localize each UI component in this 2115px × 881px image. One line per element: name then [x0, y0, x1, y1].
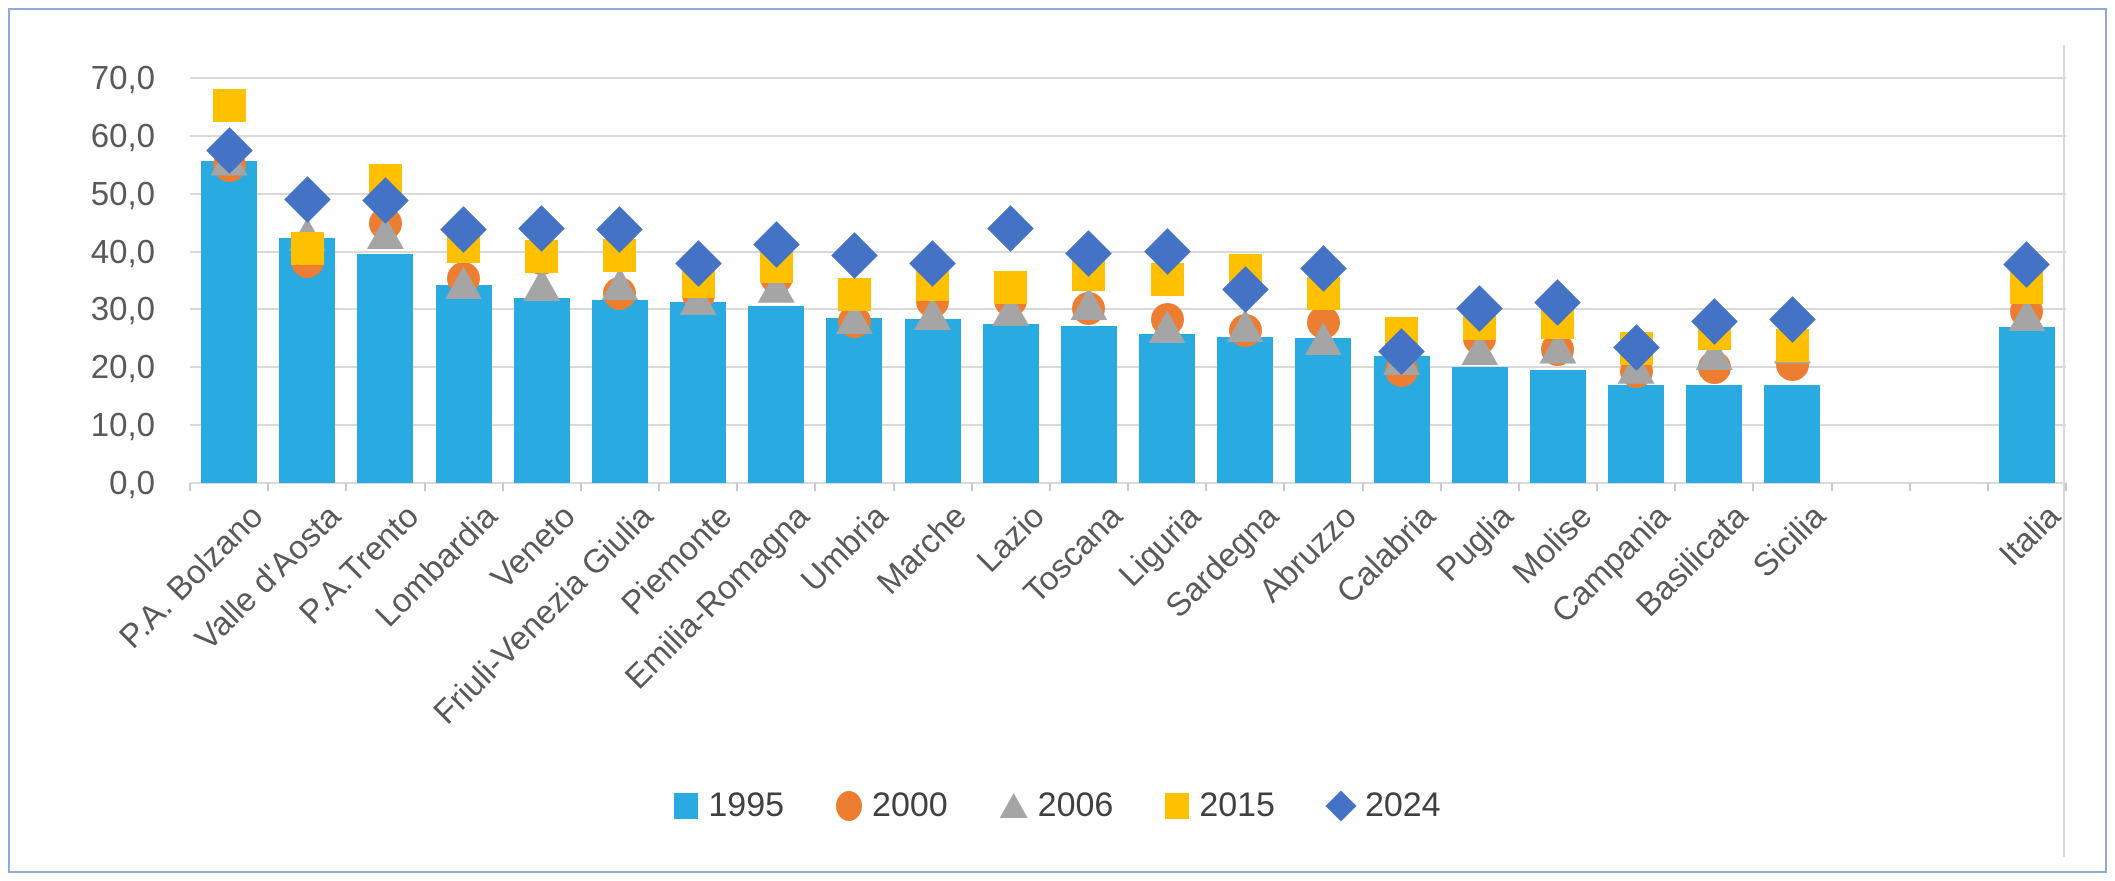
x-axis-tick	[658, 483, 660, 491]
x-axis-tick	[579, 483, 582, 491]
marker-square-2015	[837, 277, 871, 311]
legend: 1995 2000 2006 2015 2024	[0, 786, 2115, 825]
bar-1995	[1764, 384, 1821, 483]
x-axis-tick	[1596, 483, 1598, 491]
x-axis-tick	[1517, 483, 1520, 491]
x-axis-tick	[345, 483, 348, 491]
legend-triangle-icon	[999, 793, 1028, 818]
bar-1995	[435, 285, 492, 483]
x-axis-tick	[1127, 483, 1129, 491]
legend-label: 2024	[1364, 786, 1441, 824]
y-axis-tick-label: 50,0	[90, 174, 155, 212]
marker-square-2015	[212, 89, 246, 123]
x-axis-tick	[501, 483, 504, 491]
marker-square-2015	[290, 231, 324, 265]
x-axis-tick	[1361, 483, 1364, 491]
x-axis-tick	[2065, 483, 2067, 491]
bar-1995	[1060, 325, 1117, 483]
x-axis-tick	[1674, 483, 1677, 491]
gridline	[190, 250, 2066, 253]
x-axis-tick	[1283, 483, 1286, 491]
x-axis-tick	[1908, 483, 1911, 491]
bar-1995	[591, 299, 648, 483]
legend-square-icon	[674, 792, 699, 819]
bar-1995	[279, 238, 336, 483]
y-axis-tick-label: 20,0	[90, 348, 155, 386]
x-axis-category-label: Italia	[1991, 497, 2068, 573]
x-axis-tick	[1048, 483, 1051, 491]
legend-item-2000: 2000	[836, 786, 948, 825]
x-axis-tick	[1986, 483, 1989, 491]
bar-1995	[982, 323, 1039, 483]
legend-label: 1995	[708, 786, 785, 824]
bar-1995	[1529, 369, 1586, 483]
bar-1995	[748, 305, 805, 483]
x-axis-tick	[1752, 483, 1755, 491]
legend-square-icon	[1165, 792, 1190, 819]
bar-1995	[1686, 385, 1743, 483]
bar-1995	[1217, 337, 1274, 483]
marker-diamond-2024	[987, 205, 1035, 252]
x-axis-category-label: Sicilia	[1745, 497, 1833, 585]
legend-diamond-icon	[1325, 789, 1357, 822]
legend-label: 2015	[1199, 786, 1275, 824]
x-axis-tick	[189, 483, 191, 491]
x-axis-tick	[970, 483, 973, 491]
y-axis-tick-label: 60,0	[90, 116, 155, 154]
plot-right-border	[2063, 45, 2065, 857]
bar-1995	[1295, 338, 1352, 483]
x-axis-tick	[814, 483, 817, 491]
bar-1995	[1451, 367, 1508, 483]
x-axis-tick	[736, 483, 739, 491]
gridline	[190, 134, 2066, 137]
y-axis-tick-label: 10,0	[90, 406, 155, 444]
y-axis-tick-label: 40,0	[90, 232, 155, 270]
y-axis-tick-label: 70,0	[90, 59, 155, 96]
y-axis-tick-label: 0,0	[109, 464, 155, 501]
legend-label: 2006	[1037, 786, 1114, 824]
marker-square-2015	[994, 270, 1028, 304]
x-axis-tick	[267, 483, 270, 491]
bar-1995	[1998, 327, 2055, 483]
legend-circle-icon	[836, 790, 863, 821]
bar-1995	[201, 160, 258, 483]
marker-diamond-2024	[283, 176, 331, 223]
x-axis-tick	[423, 483, 426, 491]
x-axis-tick	[892, 483, 895, 491]
legend-item-2024: 2024	[1325, 786, 1441, 825]
bar-1995	[357, 254, 414, 483]
gridline	[190, 308, 2066, 311]
x-axis-tick	[1205, 483, 1208, 491]
bar-1995	[670, 302, 727, 483]
y-axis-tick-label: 30,0	[90, 290, 155, 328]
marker-diamond-2024	[831, 231, 878, 279]
legend-item-2006: 2006	[999, 786, 1114, 825]
x-axis-category-label: Puglia	[1428, 497, 1520, 589]
bar-1995	[513, 297, 570, 483]
bar-1995	[826, 318, 883, 483]
legend-label: 2000	[872, 786, 948, 824]
x-axis-tick	[1439, 483, 1442, 491]
legend-item-2015: 2015	[1165, 786, 1275, 825]
gridline	[190, 424, 2066, 427]
legend-item-1995: 1995	[674, 786, 784, 825]
bar-1995	[1139, 333, 1196, 483]
x-axis-tick	[1830, 483, 1833, 491]
bar-1995	[1608, 385, 1665, 483]
gridline	[190, 366, 2066, 369]
gridline	[190, 192, 2066, 195]
bar-1995	[904, 319, 961, 483]
gridline	[190, 77, 2066, 79]
